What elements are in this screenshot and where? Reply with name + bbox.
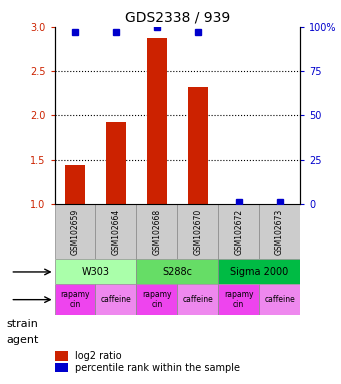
Text: agent: agent [7,335,39,345]
Text: GSM102659: GSM102659 [71,209,79,255]
Text: rapamy
cin: rapamy cin [60,290,90,309]
FancyBboxPatch shape [55,204,95,260]
FancyBboxPatch shape [218,260,300,285]
Text: GSM102664: GSM102664 [112,209,120,255]
FancyBboxPatch shape [136,260,218,285]
Text: caffeine: caffeine [264,295,295,304]
Text: GSM102673: GSM102673 [275,209,284,255]
Text: GSM102672: GSM102672 [234,209,243,255]
Text: GSM102670: GSM102670 [193,209,202,255]
Text: S288c: S288c [162,267,192,277]
Text: strain: strain [7,319,39,329]
Title: GDS2338 / 939: GDS2338 / 939 [125,10,230,24]
FancyBboxPatch shape [55,260,136,285]
Text: GSM102668: GSM102668 [152,209,161,255]
Bar [188,87,208,204]
FancyBboxPatch shape [259,285,300,315]
FancyBboxPatch shape [177,285,218,315]
FancyBboxPatch shape [136,204,177,260]
Bar [106,122,126,204]
Text: rapamy
cin: rapamy cin [224,290,253,309]
FancyBboxPatch shape [136,285,177,315]
Bar [65,165,85,204]
Text: log2 ratio: log2 ratio [75,351,122,361]
Text: Sigma 2000: Sigma 2000 [230,267,288,277]
FancyBboxPatch shape [218,285,259,315]
FancyBboxPatch shape [55,285,95,315]
Text: caffeine: caffeine [101,295,131,304]
Text: caffeine: caffeine [182,295,213,304]
FancyBboxPatch shape [95,285,136,315]
Text: rapamy
cin: rapamy cin [142,290,172,309]
FancyBboxPatch shape [95,204,136,260]
FancyBboxPatch shape [259,204,300,260]
FancyBboxPatch shape [218,204,259,260]
FancyBboxPatch shape [177,204,218,260]
Text: W303: W303 [81,267,109,277]
Text: percentile rank within the sample: percentile rank within the sample [75,363,240,373]
Bar [147,38,167,204]
